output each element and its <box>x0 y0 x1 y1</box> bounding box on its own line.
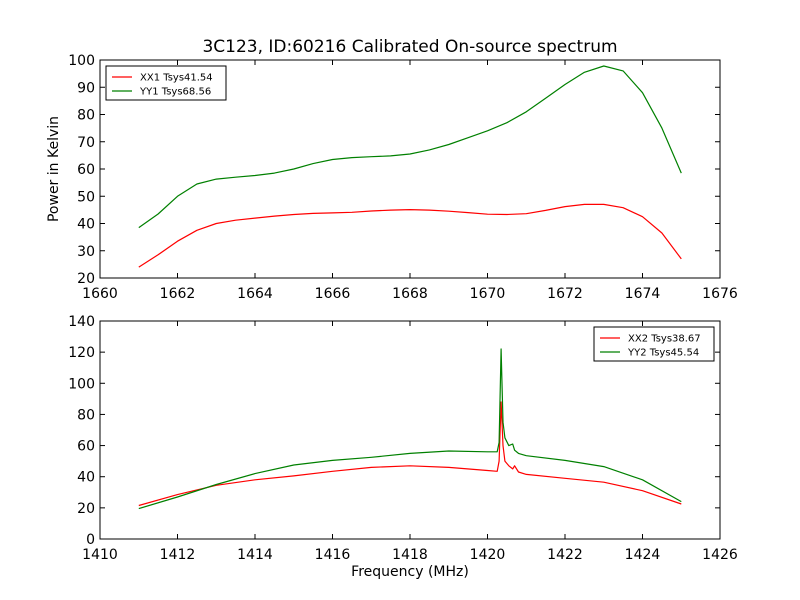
top-legend-box <box>105 65 227 101</box>
top-chart-panel: 1660 1662 1664 1666 1668 1670 1672 1674 1676 20 30… <box>46 53 738 302</box>
top-y-tick-label: 50 <box>77 189 95 205</box>
top-y-tick-label: 80 <box>77 108 95 124</box>
top-x-tick-label: 1662 <box>160 286 196 302</box>
top-legend-label-1: XX1 Tsys41.54 <box>140 73 213 84</box>
bottom-x-tick-label: 1412 <box>160 547 196 563</box>
top-y-tick-label: 30 <box>77 244 95 260</box>
top-x-tick-label: 1674 <box>625 286 661 302</box>
bottom-x-tick-label: 1414 <box>237 547 273 563</box>
bottom-legend-label-2: YY2 Tsys45.54 <box>627 348 699 359</box>
top-x-tick-label: 1664 <box>237 286 273 302</box>
bottom-chart-panel: 1410 1412 1414 1416 1418 1420 1422 1424 1426 0 20 4… <box>68 314 738 580</box>
top-series-line-2 <box>138 65 682 229</box>
bottom-x-tick-label: 1422 <box>547 547 583 563</box>
bottom-x-tick-label: 1418 <box>392 547 428 563</box>
bottom-x-tick-label: 1410 <box>82 547 118 563</box>
bottom-y-tick-label: 60 <box>77 439 95 455</box>
top-x-tick-label: 1660 <box>82 286 118 302</box>
bottom-y-tick-label: 0 <box>86 532 95 548</box>
bottom-x-tick-label: 1420 <box>470 547 506 563</box>
top-y-tick-label: 90 <box>77 80 95 96</box>
top-x-tick-label: 1672 <box>547 286 583 302</box>
top-y-axis-label: Power in Kelvin <box>46 116 62 222</box>
bottom-legend-label-1: XX2 Tsys38.67 <box>628 334 701 345</box>
top-y-tick-label: 100 <box>68 53 95 69</box>
bottom-legend-box <box>593 326 715 362</box>
bottom-y-tick-label: 80 <box>77 407 95 423</box>
bottom-series-line-2 <box>138 348 682 510</box>
top-x-tick-label: 1668 <box>392 286 428 302</box>
top-x-tick-label: 1670 <box>470 286 506 302</box>
top-series-line-1 <box>138 203 682 268</box>
top-x-tick-label: 1666 <box>315 286 351 302</box>
top-y-tick-label: 60 <box>77 162 95 178</box>
bottom-y-tick-label: 100 <box>68 376 95 392</box>
bottom-series-line-1 <box>138 401 682 507</box>
bottom-x-tick-label: 1416 <box>315 547 351 563</box>
bottom-y-tick-label: 20 <box>77 501 95 517</box>
top-x-tick-label: 1676 <box>702 286 738 302</box>
top-y-tick-label: 40 <box>77 217 95 233</box>
bottom-x-axis-label: Frequency (MHz) <box>351 564 469 580</box>
top-y-tick-label: 70 <box>77 135 95 151</box>
bottom-y-tick-label: 120 <box>68 345 95 361</box>
bottom-y-tick-label: 40 <box>77 470 95 486</box>
bottom-y-tick-label: 140 <box>68 314 95 330</box>
bottom-x-tick-label: 1426 <box>702 547 738 563</box>
top-legend-label-2: YY1 Tsys68.56 <box>139 87 211 98</box>
top-y-tick-label: 20 <box>77 271 95 287</box>
bottom-x-tick-label: 1424 <box>625 547 661 563</box>
figure-title: 3C123, ID:60216 Calibrated On-source spe… <box>202 37 617 57</box>
